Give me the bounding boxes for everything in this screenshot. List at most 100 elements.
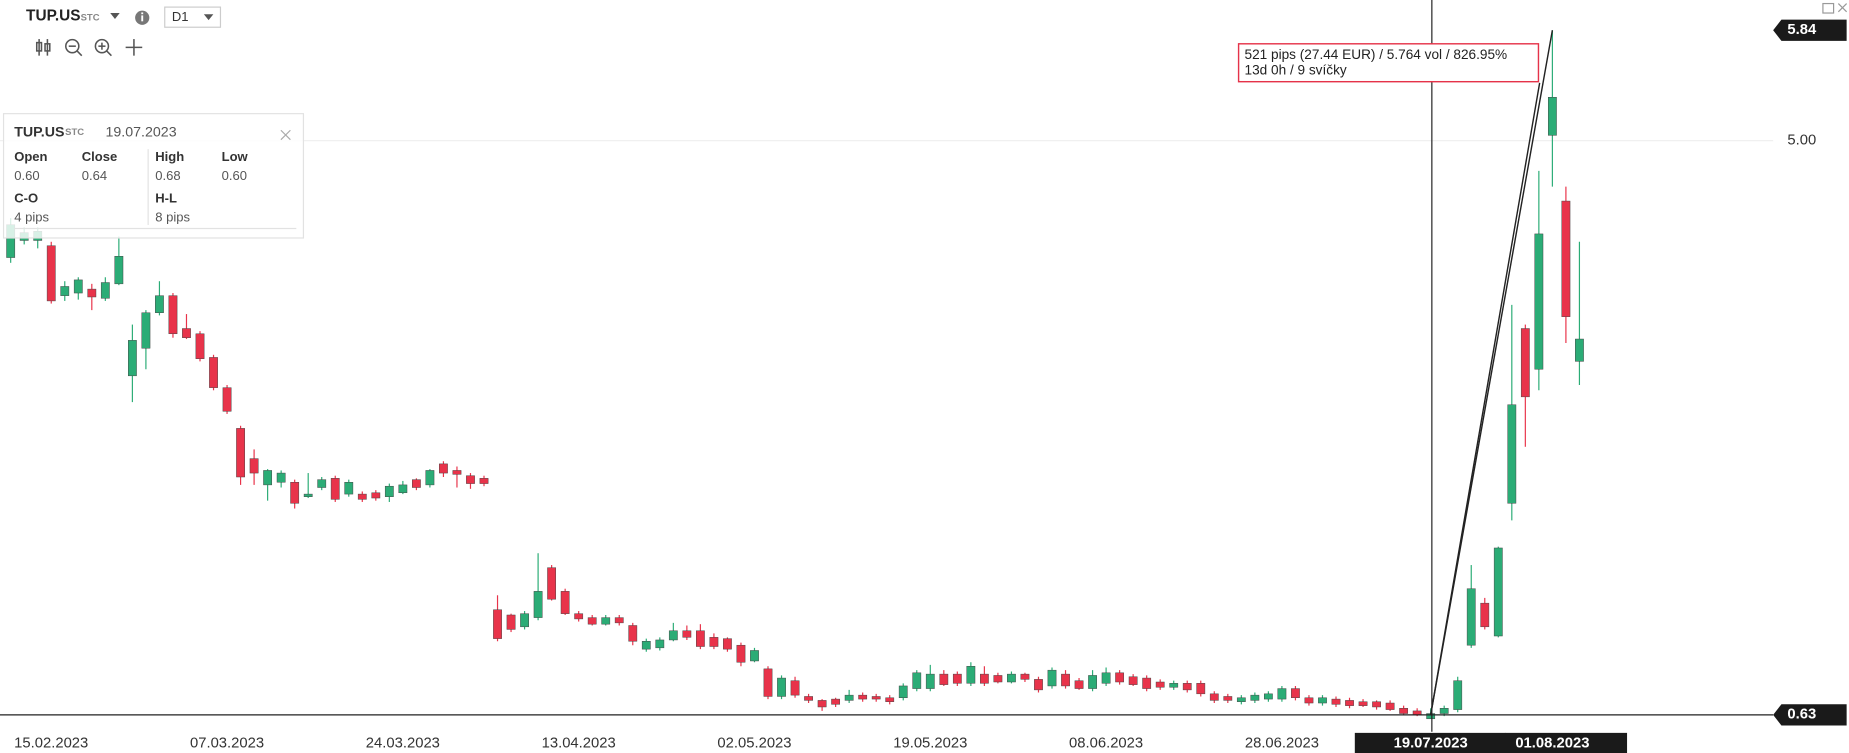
info-field-value: 0.60 <box>14 168 39 183</box>
x-tick-label: 02.05.2023 <box>717 735 791 751</box>
candle-body <box>276 472 286 483</box>
candle-body <box>236 428 245 478</box>
candle-body <box>750 650 759 662</box>
candle-body <box>87 288 97 298</box>
timeframe-dropdown[interactable] <box>203 14 214 21</box>
candle-body <box>1142 677 1152 689</box>
candle-body <box>1399 708 1409 714</box>
candle-body <box>696 630 705 647</box>
info-symbol: TUP.US <box>14 124 64 140</box>
candle-body <box>1561 200 1571 317</box>
candle-body <box>466 475 475 484</box>
candle-body <box>885 697 895 702</box>
info-icon-glyph <box>141 15 144 22</box>
pan-tool[interactable] <box>125 39 143 56</box>
candle-body <box>1182 683 1192 691</box>
candle-body <box>1007 673 1016 683</box>
candle-body <box>1547 97 1557 136</box>
info-field-value: 8 pips <box>155 209 190 224</box>
candle-body <box>412 479 421 488</box>
candle-body <box>1223 696 1233 701</box>
info-close[interactable] <box>280 129 291 141</box>
price-label: 0.63 <box>1787 707 1816 723</box>
candle-body <box>777 677 786 697</box>
zoom-out[interactable] <box>65 38 83 57</box>
x-tick-label: 08.06.2023 <box>1069 735 1143 751</box>
candle-body <box>100 282 110 299</box>
candle-body <box>60 286 70 296</box>
candle-body <box>1196 683 1206 695</box>
info-field-label: H-L <box>155 190 177 205</box>
timeframe-select[interactable] <box>164 6 222 28</box>
measure-box <box>1237 43 1540 83</box>
candle-body <box>222 387 232 412</box>
candle-body <box>709 637 719 647</box>
candle-body <box>46 245 56 302</box>
candle-body <box>1372 701 1381 708</box>
candle-body <box>560 591 570 614</box>
zoom-in[interactable] <box>94 38 112 57</box>
candle-body <box>1453 680 1463 710</box>
candle-body <box>1493 547 1503 637</box>
window-button[interactable] <box>1822 2 1835 14</box>
candle-body <box>655 639 665 649</box>
candle-tool[interactable] <box>35 39 51 56</box>
candle-body <box>641 641 651 650</box>
info-field-label: Close <box>82 149 117 164</box>
candle-body <box>939 673 949 685</box>
info-field-label: C-O <box>14 190 38 205</box>
candle-body <box>398 484 408 494</box>
candle-body <box>533 591 543 618</box>
candle-body <box>520 613 529 628</box>
candle-body <box>330 478 340 500</box>
x-axis: 15.02.2023 07.03.2023 24.03.2023 13.04.2023… <box>14 732 1628 753</box>
symbol-dropdown[interactable] <box>110 13 120 19</box>
price-label: 5.84 <box>1787 22 1817 38</box>
y-tick-label: 5.00 <box>1787 133 1816 149</box>
x-tick-label: 07.03.2023 <box>190 735 264 751</box>
candle-body <box>817 700 827 708</box>
x-tick-label: 19.07.2023 <box>1394 735 1468 751</box>
candle-body <box>547 567 557 600</box>
close-chart[interactable] <box>1837 3 1848 13</box>
candle-body <box>195 333 205 359</box>
symbol[interactable]: TUP.US <box>26 8 80 25</box>
candle-body <box>303 493 313 497</box>
candle-body <box>1534 233 1544 370</box>
candle-body <box>1575 338 1584 362</box>
info-panel: TUP.US STC 19.07.2023 Open 0.60 Close 0.64 H… <box>2 113 305 239</box>
candle-body <box>831 698 841 705</box>
info-field-label: Open <box>14 149 47 164</box>
info-field-value: 0.68 <box>155 168 180 183</box>
candle-body <box>601 617 611 625</box>
candle-body <box>1034 679 1043 691</box>
x-tick-label: 15.02.2023 <box>14 735 88 751</box>
candle-body <box>209 357 218 388</box>
candle-body <box>1155 681 1165 688</box>
candle-body <box>128 340 137 377</box>
candle-body <box>1047 669 1057 687</box>
candle-body <box>1291 688 1300 699</box>
candle-body <box>439 463 448 474</box>
candle-body <box>871 696 881 700</box>
candle-body <box>1020 673 1030 680</box>
candle-body <box>493 609 502 639</box>
toolbar <box>35 38 143 57</box>
candle-body <box>925 673 935 689</box>
info-date: 19.07.2023 <box>105 124 176 140</box>
candle-body <box>452 470 462 475</box>
info-field-label: Low <box>222 149 249 164</box>
market: STC <box>81 12 100 23</box>
candle-body <box>1263 693 1273 700</box>
info-market: STC <box>65 127 84 138</box>
candle-body <box>1358 701 1368 706</box>
candle-body <box>723 638 732 650</box>
candle-body <box>1101 672 1111 684</box>
candle-body <box>898 685 908 699</box>
candle-body <box>479 478 489 484</box>
candle-body <box>344 482 354 495</box>
price-label-box <box>1773 704 1847 726</box>
candle-body <box>614 617 624 624</box>
